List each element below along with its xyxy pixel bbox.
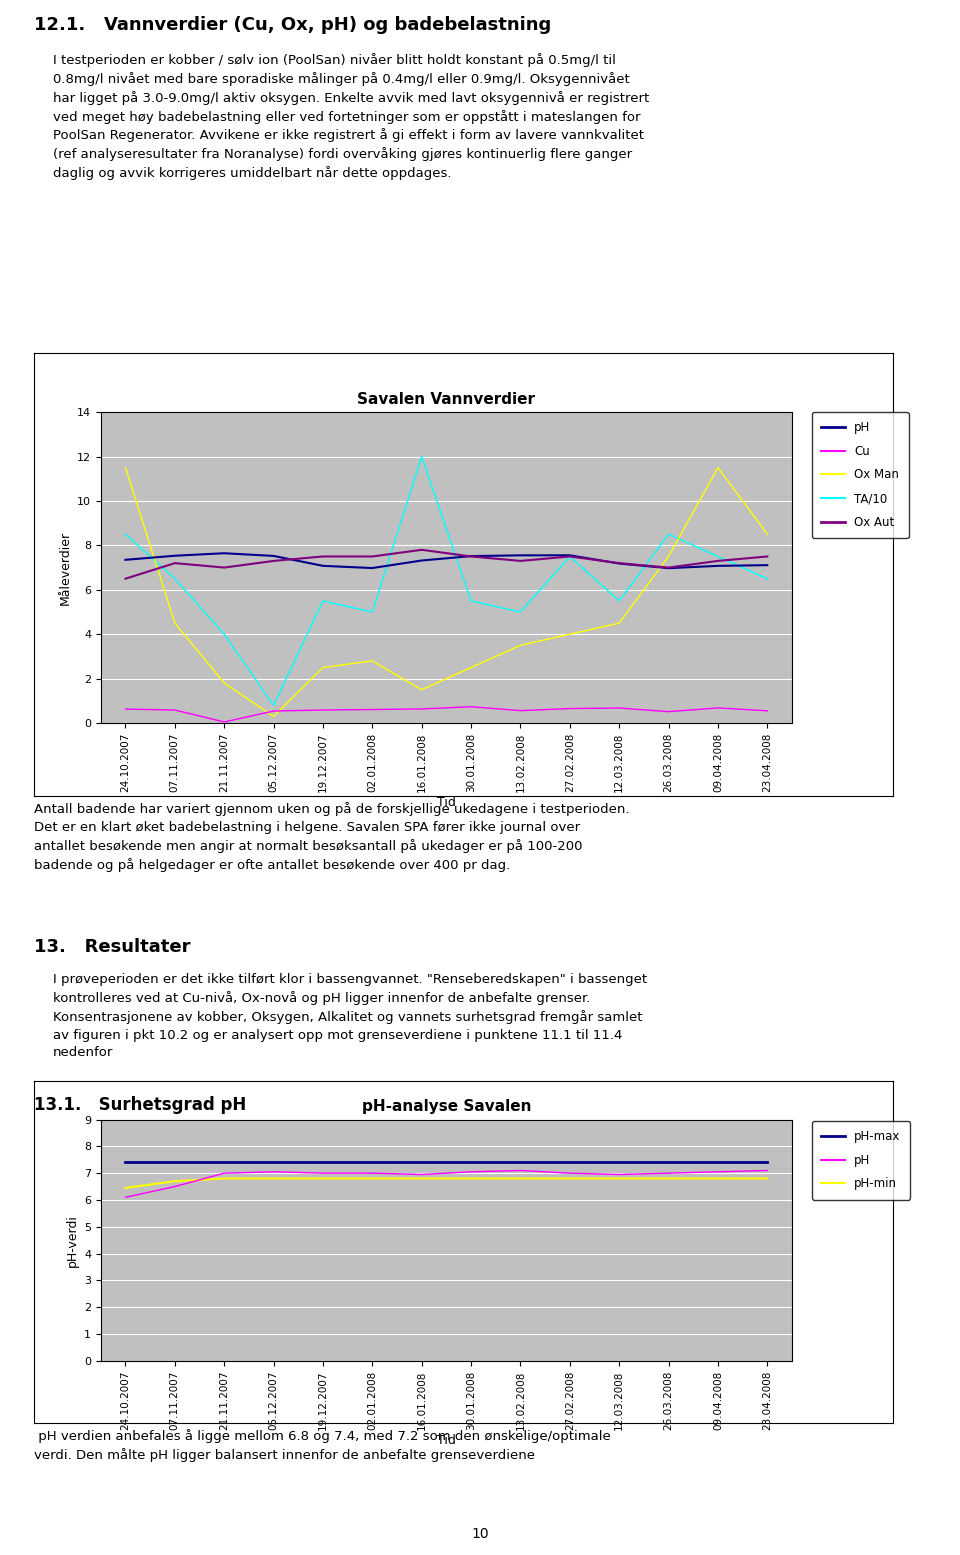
Text: 13.1.   Surhetsgrad pH: 13.1. Surhetsgrad pH <box>34 1096 246 1115</box>
X-axis label: Tid: Tid <box>437 796 456 810</box>
Text: 12.1.   Vannverdier (Cu, Ox, pH) og badebelastning: 12.1. Vannverdier (Cu, Ox, pH) og badebe… <box>34 16 551 34</box>
Legend: pH-max, pH, pH-min: pH-max, pH, pH-min <box>812 1121 910 1200</box>
Text: pH verdien anbefales å ligge mellom 6.8 og 7.4, med 7.2 som den ønskelige/optima: pH verdien anbefales å ligge mellom 6.8 … <box>34 1429 611 1462</box>
Y-axis label: pH-verdi: pH-verdi <box>65 1213 79 1267</box>
Text: Antall badende har variert gjennom uken og på de forskjellige ukedagene i testpe: Antall badende har variert gjennom uken … <box>34 802 629 872</box>
Text: 10: 10 <box>471 1527 489 1541</box>
X-axis label: Tid: Tid <box>437 1434 456 1448</box>
Text: I prøveperioden er det ikke tilført klor i bassengvannet. "Renseberedskapen" i b: I prøveperioden er det ikke tilført klor… <box>53 973 647 1059</box>
Title: pH-analyse Savalen: pH-analyse Savalen <box>362 1099 531 1115</box>
Y-axis label: Måleverdier: Måleverdier <box>59 530 71 605</box>
Text: I testperioden er kobber / sølv ion (PoolSan) nivåer blitt holdt konstant på 0.5: I testperioden er kobber / sølv ion (Poo… <box>53 53 649 180</box>
Legend: pH, Cu, Ox Man, TA/10, Ox Aut: pH, Cu, Ox Man, TA/10, Ox Aut <box>812 412 908 538</box>
Text: 13.   Resultater: 13. Resultater <box>34 938 190 956</box>
Title: Savalen Vannverdier: Savalen Vannverdier <box>357 392 536 407</box>
